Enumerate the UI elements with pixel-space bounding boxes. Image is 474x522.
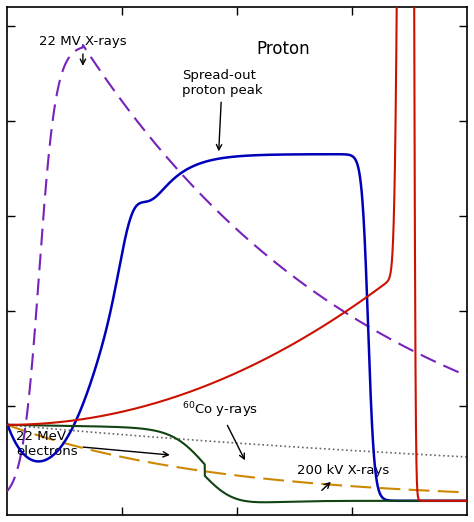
Text: 22 MeV
electrons: 22 MeV electrons [16, 430, 168, 458]
Text: $^{60}$Co y-rays: $^{60}$Co y-rays [182, 400, 258, 459]
Text: Proton: Proton [256, 40, 310, 58]
Text: Spread-out
proton peak: Spread-out proton peak [182, 69, 263, 150]
Text: 200 kV X-rays: 200 kV X-rays [297, 464, 389, 490]
Text: 22 MV X-rays: 22 MV X-rays [39, 35, 127, 64]
